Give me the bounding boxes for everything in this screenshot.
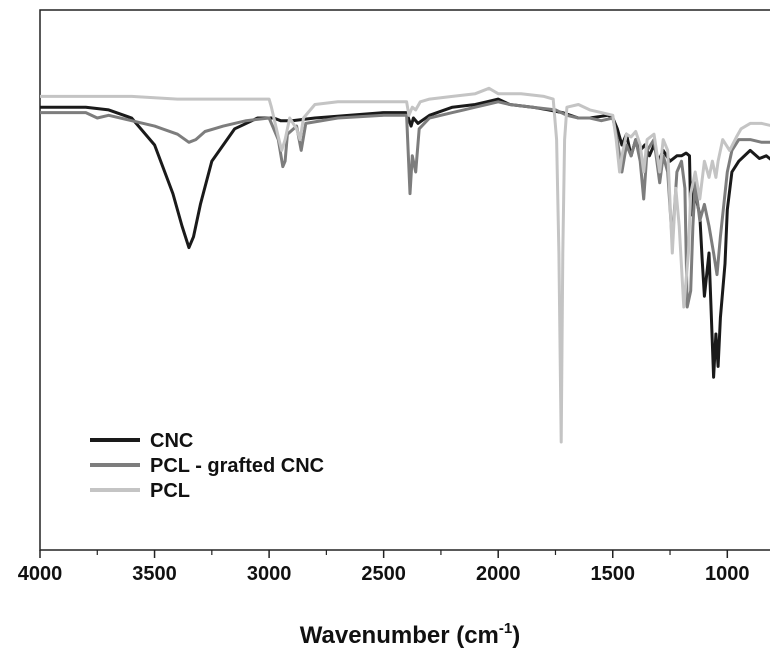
- x-axis-title-main: Wavenumber (cm: [300, 622, 499, 649]
- legend-label: CNC: [150, 430, 193, 452]
- series-line-2: [40, 100, 770, 309]
- series-line-1: [40, 97, 770, 379]
- legend: CNC PCL - grafted CNC PCL: [90, 430, 324, 502]
- x-axis-title: Wavenumber (cm-1): [300, 620, 521, 649]
- x-tick-label: 3000: [247, 563, 292, 585]
- x-tick-label: 1500: [591, 563, 636, 585]
- series-layer: [40, 86, 770, 444]
- x-axis-title-close: ): [512, 622, 520, 649]
- x-tick-label: 2500: [361, 563, 406, 585]
- plot-frame: [39, 9, 770, 551]
- x-tick-label: 1000: [705, 563, 750, 585]
- x-tick-label: 2000: [476, 563, 521, 585]
- legend-label: PCL - grafted CNC: [150, 455, 324, 477]
- x-axis-title-superscript: -1: [499, 620, 512, 637]
- legend-label: PCL: [150, 480, 190, 502]
- series-line-3: [40, 86, 770, 444]
- x-tick-label: 4000: [18, 563, 63, 585]
- x-axis-ticks: 4000 3500 3000 2500 2000 1500 1000: [18, 550, 750, 585]
- x-tick-label: 3500: [132, 563, 177, 585]
